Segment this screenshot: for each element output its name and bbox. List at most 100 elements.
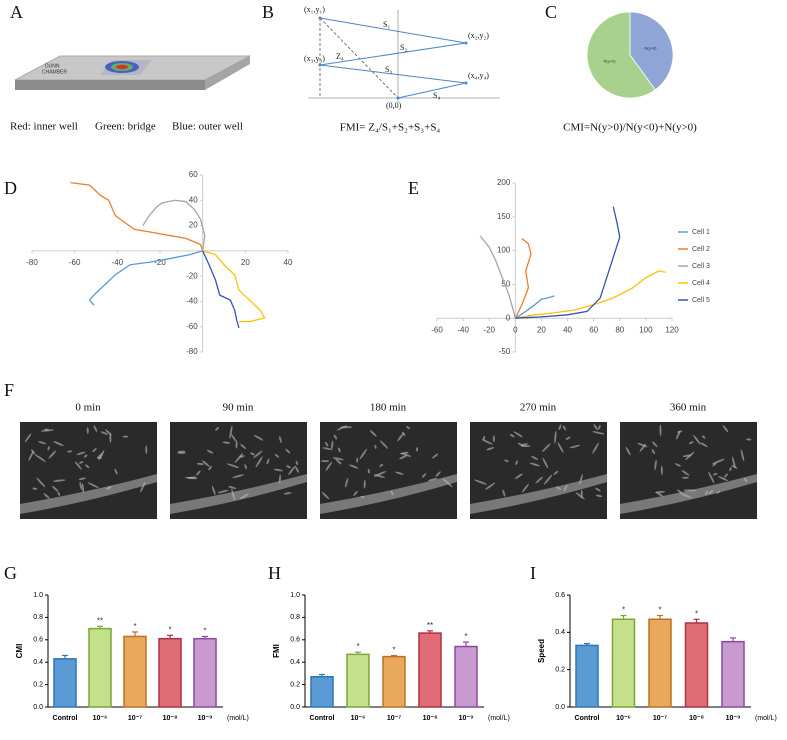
well-edge: [620, 474, 757, 514]
cell: [239, 493, 249, 500]
significance: *: [168, 625, 171, 634]
x-tick-label: Control: [575, 715, 600, 722]
y-tick-label: 100: [497, 246, 511, 255]
cell: [288, 465, 296, 476]
cell: [708, 471, 715, 484]
bar: [193, 637, 217, 708]
cell: [226, 463, 240, 469]
dunn-chamber: DUNN CHAMBER Red: inner well Green: brid…: [10, 55, 251, 133]
cell: [529, 462, 541, 467]
cell: [535, 476, 543, 484]
cell: [543, 474, 553, 485]
cell: [222, 441, 231, 444]
cell: [683, 489, 698, 492]
track: [202, 250, 266, 323]
cell: [78, 477, 86, 480]
cell: [565, 436, 571, 440]
cell: [682, 476, 689, 479]
cell: [255, 456, 263, 468]
y-tick-label: 60: [189, 170, 198, 179]
cell: [521, 483, 529, 493]
displacement-label: Z₄: [336, 52, 344, 61]
point-label: (x₁,y₁): [304, 5, 325, 14]
track: [142, 199, 206, 251]
x-tick-label: 0: [513, 325, 518, 334]
y-tick-label: 0.0: [33, 704, 43, 711]
cell: [106, 486, 112, 490]
cell: [379, 440, 389, 449]
y-tick-label: 0.8: [290, 614, 300, 621]
cell: [395, 471, 404, 475]
x-tick-label: 60: [589, 325, 598, 334]
cell: [399, 452, 412, 457]
cell: [682, 454, 692, 457]
track: [514, 237, 532, 319]
y-tick-label: 200: [497, 178, 511, 187]
cell: [369, 430, 377, 437]
time-label: 0 min: [75, 402, 101, 414]
point: [318, 63, 322, 67]
y-tick-label: 0: [506, 313, 511, 322]
cell: [295, 460, 299, 466]
cell: [593, 424, 598, 431]
caption: CMI=N(y>0)/N(y<0)+N(y>0): [563, 122, 697, 134]
time-lapse-images: 0 min 90 min 180 min 270 min 360 min: [20, 402, 757, 519]
cell: [44, 428, 49, 431]
significance: *: [356, 642, 359, 651]
cell: [333, 434, 338, 440]
cell: [509, 434, 515, 438]
cell: [322, 447, 333, 451]
x-tick-label: 40: [284, 258, 293, 267]
cell: [675, 463, 681, 467]
cell: [353, 490, 358, 496]
cell: [637, 442, 648, 448]
cell: [652, 441, 658, 448]
bar: [123, 635, 147, 708]
bar: [721, 640, 745, 708]
cell: [708, 489, 714, 495]
cell: [597, 425, 601, 430]
y-tick-label: 0.2: [33, 681, 43, 688]
cell: [253, 434, 264, 441]
y-tick-label: -40: [186, 297, 198, 306]
cell: [712, 462, 717, 467]
cell: [693, 434, 701, 445]
cell: [240, 443, 247, 450]
track: [479, 235, 516, 319]
pie-slice: [629, 11, 674, 91]
time-label: 360 min: [670, 402, 707, 414]
cell: [217, 489, 229, 494]
cell: [266, 458, 270, 465]
dashed-line: [319, 17, 399, 99]
x-tick-label: -20: [154, 258, 166, 267]
cell: [335, 458, 342, 465]
cell: [659, 424, 662, 437]
x-tick-label: 10⁻⁷: [128, 715, 142, 722]
cell: [416, 447, 419, 452]
cell: [356, 457, 359, 463]
cell: [349, 464, 359, 469]
y-tick-label: 1.0: [290, 592, 300, 599]
cell: [86, 427, 89, 435]
cell: [563, 484, 568, 492]
x-tick-label: 10⁻⁸: [163, 715, 178, 722]
cell: [279, 435, 282, 444]
cell: [492, 435, 495, 443]
bar: [684, 622, 709, 708]
x-tick-label: 10⁻⁶: [351, 715, 366, 722]
x-tick-label: -60: [69, 258, 81, 267]
cell: [504, 459, 509, 463]
y-tick-label: -20: [186, 271, 198, 280]
cell: [655, 491, 664, 497]
pie-slice: [586, 11, 656, 99]
well-edge: [170, 474, 307, 514]
well-edge: [20, 474, 157, 514]
inner-well: [116, 64, 128, 70]
cell: [234, 453, 243, 464]
significance: *: [203, 627, 206, 636]
cell: [208, 465, 212, 471]
bar: [454, 645, 478, 708]
cell: [555, 486, 562, 490]
cell: [421, 473, 427, 478]
cell: [344, 478, 349, 488]
